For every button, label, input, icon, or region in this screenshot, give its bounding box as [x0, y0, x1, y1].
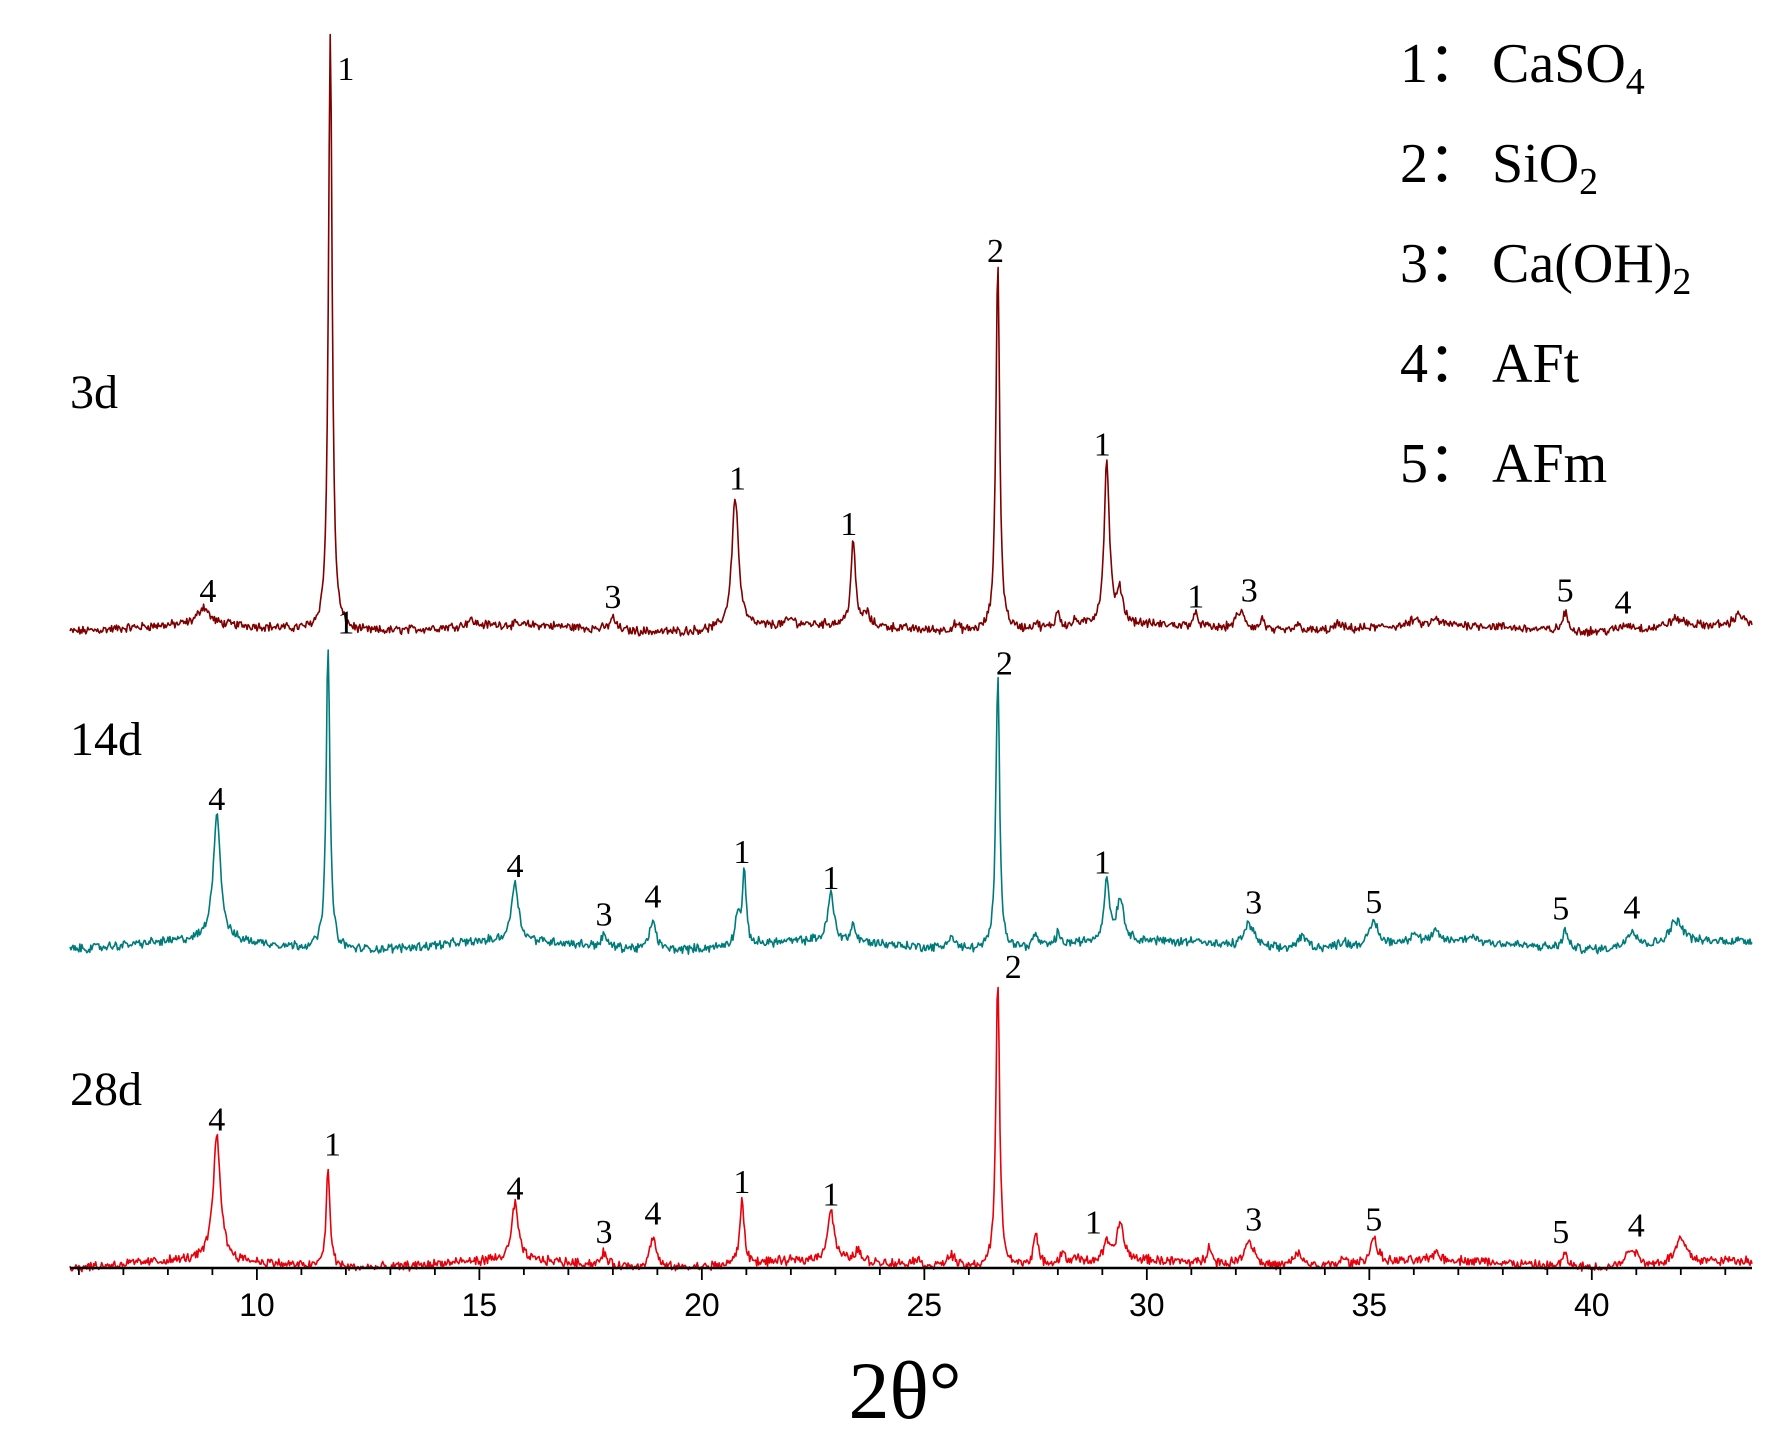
- legend-number: 2：: [1400, 133, 1484, 195]
- peak-label: 1: [1094, 427, 1111, 464]
- series-label-14d: 14d: [70, 713, 142, 766]
- peak-label: 1: [337, 51, 354, 88]
- peak-label: 4: [208, 781, 225, 818]
- legend-number: 4：: [1400, 333, 1484, 395]
- peak-label: 1: [840, 506, 857, 543]
- x-tick-label: 10: [239, 1287, 275, 1323]
- peak-label: 1: [822, 860, 839, 897]
- legend-number: 5：: [1400, 433, 1484, 495]
- peak-label: 2: [1005, 949, 1022, 986]
- x-tick-label: 20: [684, 1287, 720, 1323]
- peak-label: 3: [604, 579, 621, 616]
- peak-label: 3: [596, 897, 613, 934]
- peak-label: 3: [1241, 573, 1258, 610]
- legend-name: SiO2: [1492, 133, 1598, 203]
- peak-label: 5: [1557, 573, 1574, 610]
- peak-label: 5: [1552, 1214, 1569, 1251]
- legend-name: Ca(OH)2: [1492, 233, 1691, 303]
- peak-label: 4: [199, 573, 216, 610]
- peak-label: 5: [1552, 890, 1569, 927]
- peak-label: 5: [1365, 1202, 1382, 1239]
- legend-entry: 2： SiO2: [1400, 133, 1598, 203]
- peak-label: 4: [1623, 890, 1640, 927]
- peak-label: 1: [1187, 578, 1204, 615]
- peak-label: 3: [1245, 1201, 1262, 1238]
- peak-label: 2: [987, 233, 1004, 270]
- legend-subscript: 4: [1626, 61, 1645, 103]
- x-tick-label: 35: [1352, 1287, 1388, 1323]
- series-trace-28d: [69, 986, 1753, 1273]
- series-trace-3d: [69, 33, 1753, 637]
- peak-label: 1: [822, 1176, 839, 1213]
- peak-label: 3: [596, 1214, 613, 1251]
- peak-label: 4: [1615, 585, 1632, 622]
- x-axis: 10 15 20 25 30 35 40: [70, 1266, 1752, 1323]
- peak-label: 1: [733, 1164, 750, 1201]
- legend-subscript: 2: [1672, 261, 1691, 303]
- x-tick-label: 15: [462, 1287, 498, 1323]
- peak-label: 1: [324, 1126, 341, 1163]
- legend-name: AFt: [1492, 333, 1580, 395]
- legend-name: AFm: [1492, 433, 1607, 495]
- x-tick-label: 25: [907, 1287, 943, 1323]
- series-label-28d: 28d: [70, 1063, 142, 1116]
- x-tick-label: 40: [1574, 1287, 1610, 1323]
- peak-label: 1: [337, 605, 354, 642]
- traces-layer: [69, 33, 1753, 1273]
- peak-label: 5: [1365, 884, 1382, 921]
- peak-label: 1: [1094, 844, 1111, 881]
- legend-entry: 4： AFt: [1400, 333, 1580, 395]
- legend-name: CaSO4: [1492, 33, 1645, 103]
- peak-label: 3: [1245, 884, 1262, 921]
- legend-subscript: 2: [1579, 161, 1598, 203]
- peak-label: 4: [208, 1101, 225, 1138]
- legend-number: 1：: [1400, 33, 1484, 95]
- legend-number: 3：: [1400, 233, 1484, 295]
- peak-label: 4: [644, 878, 661, 915]
- x-axis-label: 2θ°: [848, 1345, 961, 1436]
- peak-label: 2: [996, 646, 1013, 683]
- peak-label: 1: [729, 460, 746, 497]
- series-labels-layer: 3d 14d 28d: [70, 366, 142, 1116]
- peak-label: 1: [733, 834, 750, 871]
- peak-label: 4: [507, 1170, 524, 1207]
- peak-label: 4: [644, 1195, 661, 1232]
- series-trace-14d: [69, 649, 1753, 956]
- series-label-3d: 3d: [70, 366, 118, 419]
- legend-entry: 1： CaSO4: [1400, 33, 1645, 103]
- legend-entry: 5： AFm: [1400, 433, 1607, 495]
- peak-label: 1: [1085, 1205, 1102, 1242]
- peak-label: 4: [507, 848, 524, 885]
- legend-entry: 3： Ca(OH)2: [1400, 233, 1691, 303]
- peak-label: 4: [1628, 1208, 1645, 1245]
- x-tick-label: 30: [1129, 1287, 1165, 1323]
